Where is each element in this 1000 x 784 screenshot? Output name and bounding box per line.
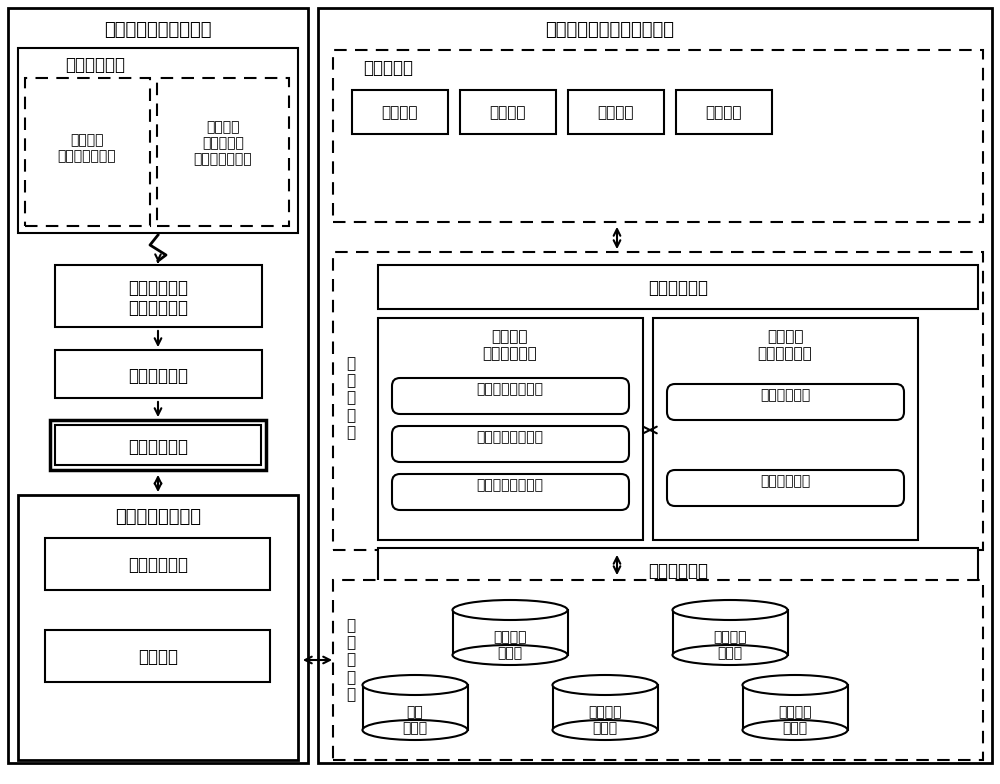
Ellipse shape [672, 645, 788, 665]
Ellipse shape [672, 600, 788, 620]
Bar [25, 78, 150, 226]
FancyBboxPatch shape [667, 470, 904, 506]
Text: 网络系统: 网络系统 [138, 648, 178, 666]
Text: 地理信息系统: 地理信息系统 [648, 562, 708, 580]
Bar [460, 90, 556, 134]
Bar [378, 548, 978, 592]
Text: 调度操作层: 调度操作层 [363, 59, 413, 77]
Ellipse shape [552, 720, 658, 740]
Bar [568, 90, 664, 134]
Bar [333, 252, 983, 550]
Text: 水温预测模块: 水温预测模块 [648, 279, 708, 297]
Ellipse shape [362, 720, 468, 740]
Text: 调
度
信
息
层: 调 度 信 息 层 [346, 618, 356, 702]
FancyBboxPatch shape [667, 384, 904, 420]
Text: 水温监测单元: 水温监测单元 [65, 56, 125, 74]
Bar [362, 685, 468, 730]
Text: 电站监控中心: 电站监控中心 [128, 367, 188, 385]
Text: 梯级水库生态调度决策平台: 梯级水库生态调度决策平台 [546, 21, 674, 39]
Text: 信息展示: 信息展示 [490, 106, 526, 121]
Bar [55, 350, 262, 398]
Bar [55, 265, 262, 327]
Text: 分层取水操控单元: 分层取水操控单元 [477, 478, 544, 492]
Text: 末级水库
流量调节模块: 末级水库 流量调节模块 [758, 328, 812, 361]
Bar [18, 495, 298, 760]
Ellipse shape [362, 675, 468, 695]
Ellipse shape [742, 675, 848, 695]
Text: 鱼类信息
数据库: 鱼类信息 数据库 [588, 705, 622, 735]
Bar [55, 425, 261, 465]
Bar [45, 630, 270, 682]
Bar [742, 685, 848, 730]
Bar [333, 50, 983, 222]
Bar [50, 420, 266, 470]
Bar [18, 48, 298, 233]
Text: 水库水温
（垂向温度链）: 水库水温 （垂向温度链） [58, 133, 116, 163]
Ellipse shape [452, 600, 568, 620]
Text: 系统监控中心: 系统监控中心 [128, 438, 188, 456]
Text: 实时信息
数据库: 实时信息 数据库 [713, 630, 747, 660]
Bar [157, 78, 289, 226]
Text: 通信传输系统: 通信传输系统 [128, 556, 188, 574]
Bar [8, 8, 308, 763]
Bar [653, 318, 918, 540]
Text: 空间信息
数据库: 空间信息 数据库 [778, 705, 812, 735]
Text: 干支流及
产卵场水温
（表层温度球）: 干支流及 产卵场水温 （表层温度球） [194, 120, 252, 166]
FancyBboxPatch shape [392, 426, 629, 462]
Text: 信息查询: 信息查询 [598, 106, 634, 121]
Bar [552, 685, 658, 730]
Text: 门户接口: 门户接口 [382, 106, 418, 121]
Bar [672, 610, 788, 655]
Bar [333, 580, 983, 760]
Bar [378, 318, 643, 540]
Bar [45, 538, 270, 590]
Text: 异地会商: 异地会商 [706, 106, 742, 121]
Ellipse shape [742, 720, 848, 740]
Text: 上游水库
水温调控模块: 上游水库 水温调控模块 [483, 328, 537, 361]
Text: 基础信息
数据库: 基础信息 数据库 [493, 630, 527, 660]
Text: 调度方案生成单元: 调度方案生成单元 [477, 430, 544, 444]
Bar [452, 610, 568, 655]
Bar [378, 265, 978, 309]
Text: 系统运行支持平台: 系统运行支持平台 [115, 508, 201, 526]
Bar [676, 90, 772, 134]
Text: 数据接收基站
（气象监测）: 数据接收基站 （气象监测） [128, 278, 188, 318]
Ellipse shape [552, 675, 658, 695]
Bar [318, 8, 992, 763]
FancyBboxPatch shape [392, 378, 629, 414]
Text: 水温响应单元: 水温响应单元 [760, 388, 810, 402]
Text: 调控水库确定单元: 调控水库确定单元 [477, 382, 544, 396]
Text: 业务
数据库: 业务 数据库 [402, 705, 428, 735]
Bar [352, 90, 448, 134]
Text: 流量调控单元: 流量调控单元 [760, 474, 810, 488]
Ellipse shape [452, 645, 568, 665]
FancyBboxPatch shape [392, 474, 629, 510]
Text: 调
度
决
策
层: 调 度 决 策 层 [346, 356, 356, 441]
Text: 水温气象智能监测平台: 水温气象智能监测平台 [104, 21, 212, 39]
